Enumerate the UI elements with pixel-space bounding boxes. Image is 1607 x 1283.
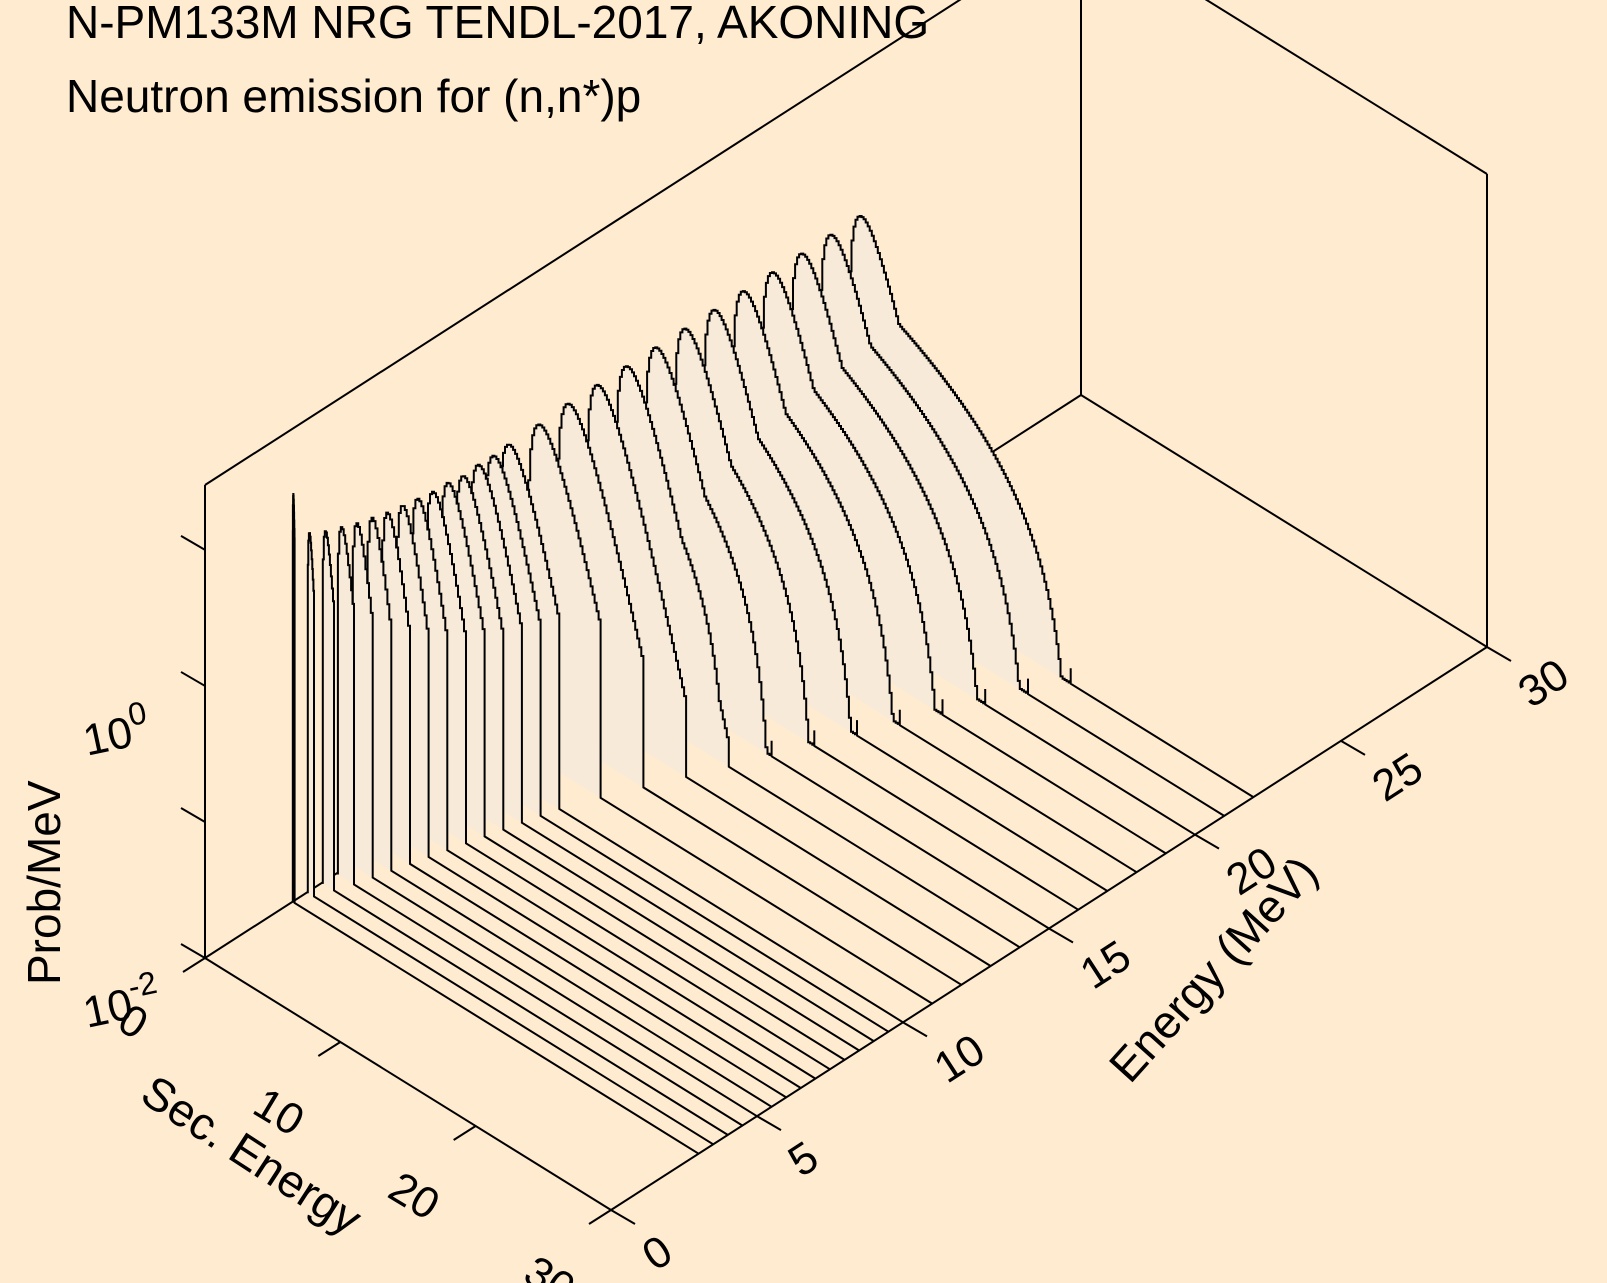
spectrum-line xyxy=(453,475,860,1052)
frame-edge xyxy=(1080,394,1488,648)
y-tick-label: 10 xyxy=(926,1025,994,1093)
z-tick xyxy=(180,671,206,687)
spectrum-line xyxy=(467,463,875,1042)
y-tick xyxy=(610,1209,636,1225)
x-axis-label: Sec. Energy xyxy=(133,1065,371,1245)
frame-edge xyxy=(204,957,612,1211)
y-tick xyxy=(1340,739,1366,756)
spectrum-line xyxy=(365,516,773,1108)
spectrum-line xyxy=(701,308,1108,892)
chart-title: N-PM133M NRG TENDL-2017, AKONING Neutron… xyxy=(66,0,929,122)
spectrum-line xyxy=(730,290,1138,874)
z-tick-label: 10-2 xyxy=(77,964,165,1038)
y-tick-label: 15 xyxy=(1072,931,1140,999)
spectrum-fill xyxy=(321,531,334,891)
spectrum-line xyxy=(555,402,962,986)
z-tick xyxy=(180,535,206,551)
spectrum-fill xyxy=(307,533,314,897)
z-tick-label: 100 xyxy=(77,694,155,766)
x-tick xyxy=(453,1125,477,1141)
spectrum-line xyxy=(584,383,992,967)
z-tick xyxy=(180,807,206,823)
spectrum-fill xyxy=(351,523,373,878)
spectrum-line xyxy=(424,490,831,1071)
spectra-curves xyxy=(291,215,1254,1155)
y-tick xyxy=(902,1021,928,1038)
spectrum-line xyxy=(847,215,1254,798)
y-tick xyxy=(1194,833,1220,850)
subtitle-text: Neutron emission for (n,n*)p xyxy=(66,70,641,122)
frame-edge xyxy=(1204,0,1488,175)
x-tick-label: 30 xyxy=(516,1247,583,1283)
y-tick-label: 0 xyxy=(634,1226,681,1280)
spectrum-line xyxy=(759,271,1167,855)
spectrum-line xyxy=(351,522,758,1118)
y-tick-label: 25 xyxy=(1364,743,1432,811)
spectrum-line xyxy=(482,454,889,1033)
y-tick xyxy=(1048,927,1074,944)
spectrum-line xyxy=(818,233,1225,817)
y-tick xyxy=(1486,646,1512,662)
x-tick xyxy=(317,1041,341,1057)
z-axis-label: Prob/MeV xyxy=(18,780,70,985)
x-tick xyxy=(182,957,206,973)
spectrum-line xyxy=(497,443,904,1024)
spectrum-line xyxy=(321,530,729,1136)
y-tick xyxy=(756,1115,782,1132)
spectrum-line xyxy=(336,526,743,1127)
x-tick xyxy=(588,1209,612,1225)
spectrum-line xyxy=(409,497,816,1080)
spectrum-line xyxy=(380,511,787,1099)
spectrum-line xyxy=(291,493,700,1155)
x-tick-label: 20 xyxy=(381,1163,448,1230)
title-text: N-PM133M NRG TENDL-2017, AKONING xyxy=(66,0,929,48)
spectrum-line xyxy=(438,481,846,1061)
spectrum-line xyxy=(789,252,1196,836)
spectrum-line xyxy=(643,346,1050,930)
z-tick xyxy=(180,943,206,959)
spectrum-line xyxy=(306,532,714,1146)
spectrum-line xyxy=(672,327,1079,911)
spectrum-fill xyxy=(336,527,354,885)
y-tick-label: 30 xyxy=(1510,650,1578,718)
spectrum-line xyxy=(394,505,802,1089)
spectrum-line xyxy=(526,423,933,1005)
frame-edge xyxy=(204,0,962,486)
spectrum-line xyxy=(613,365,1021,949)
y-tick-label: 5 xyxy=(780,1132,827,1186)
